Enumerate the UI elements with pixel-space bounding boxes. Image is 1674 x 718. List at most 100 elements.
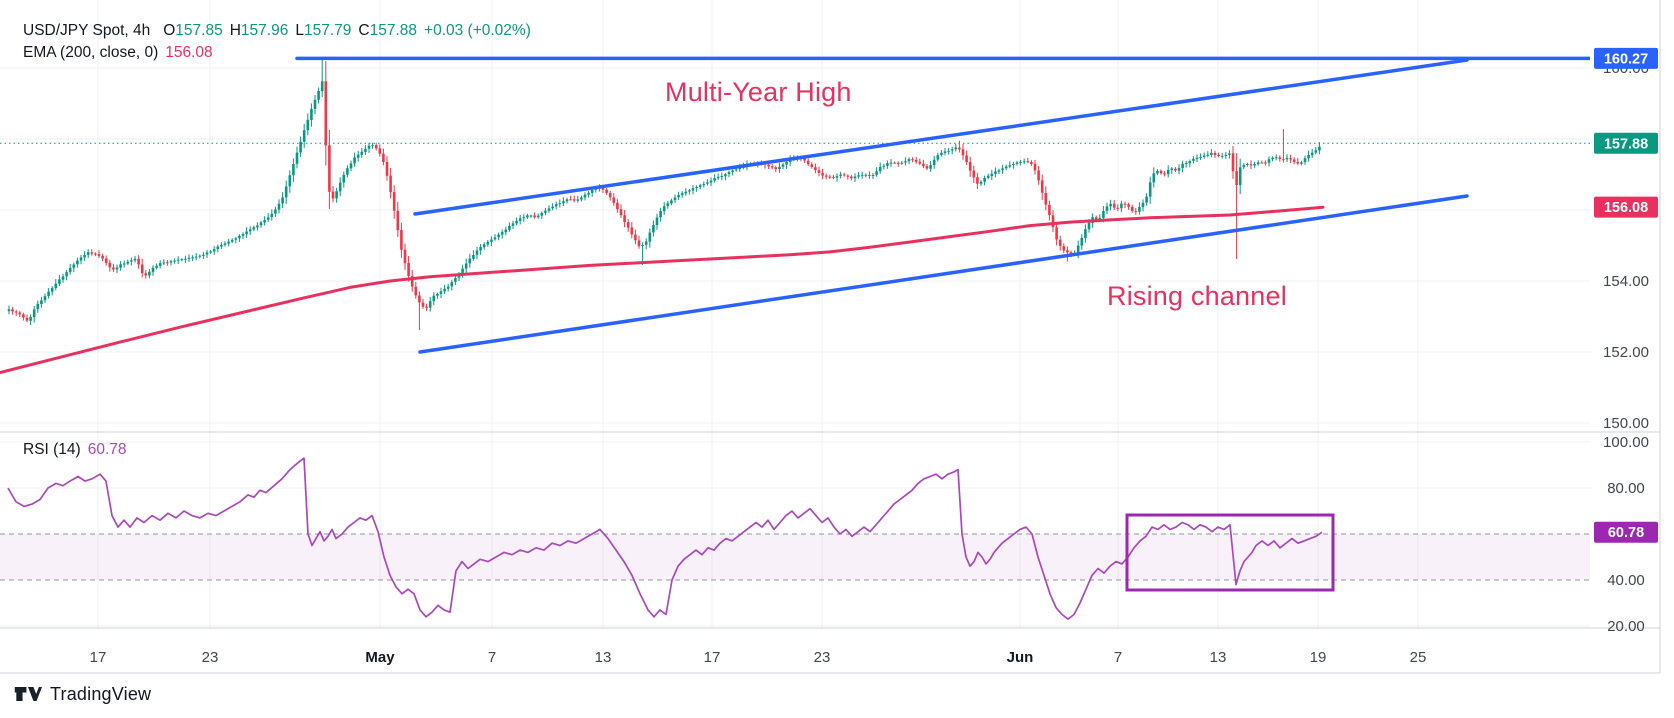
candle-body — [868, 174, 871, 176]
candle-body — [1238, 167, 1242, 186]
candle-body — [619, 209, 623, 216]
candle-body — [994, 171, 997, 174]
candle-body — [241, 234, 245, 236]
price-axis[interactable]: 160.00154.00152.00150.00100.0080.0040.00… — [1603, 60, 1649, 635]
rsi-highlight-box[interactable] — [1125, 513, 1335, 592]
candle-body — [785, 161, 788, 165]
candle-body — [983, 178, 986, 182]
candle-body — [713, 178, 716, 181]
candle-body — [385, 161, 389, 176]
candle-body — [943, 151, 947, 153]
candle-body — [436, 293, 439, 296]
candle-body — [1318, 146, 1321, 151]
axis-badges: 160.27 157.88 156.08 60.78 — [1594, 47, 1658, 543]
symbol-legend-row[interactable]: USD/JPY Spot, 4h O157.85 H157.96 L157.79… — [23, 22, 531, 40]
candle-body — [151, 267, 155, 272]
candle-body — [25, 317, 29, 321]
candle-body — [140, 264, 144, 274]
candle-body — [900, 162, 904, 164]
candle-body — [896, 162, 900, 164]
candle-body — [1213, 152, 1217, 156]
candle-body — [1159, 170, 1163, 174]
candle-body — [1246, 164, 1249, 166]
candle-body — [1292, 159, 1296, 162]
annotation-rising-channel[interactable]: Rising channel — [1107, 281, 1287, 311]
ema-legend-row[interactable]: EMA (200, close, 0) 156.08 — [23, 44, 213, 62]
rsi-legend-row[interactable]: RSI (14) 60.78 — [23, 441, 127, 459]
tradingview-logo-link[interactable]: TradingView — [14, 683, 151, 705]
candle-body — [234, 238, 238, 240]
candle-body — [644, 241, 648, 245]
candle-body — [331, 191, 335, 199]
candle-body — [421, 302, 425, 307]
candle-body — [1109, 203, 1112, 207]
rsi-tick-label: 40.00 — [1607, 572, 1645, 589]
candle-body — [1127, 204, 1130, 207]
time-tick-label: 17 — [90, 649, 107, 666]
candle-body — [288, 175, 292, 187]
ema-200-line — [0, 205, 1325, 375]
candle-body — [1310, 152, 1314, 156]
candle-body — [32, 309, 36, 318]
candle-body — [112, 267, 115, 270]
candle-body — [1069, 252, 1073, 254]
candle-body — [1105, 206, 1109, 211]
tradingview-logo-icon — [14, 687, 42, 701]
candle-body — [360, 151, 364, 155]
candle-body — [929, 165, 932, 169]
time-tick-label: 13 — [595, 649, 612, 666]
candle-body — [522, 217, 526, 219]
candle-body — [461, 268, 464, 274]
candle-body — [954, 147, 958, 150]
candle-body — [511, 223, 515, 226]
candle-body — [119, 264, 122, 268]
candle-body — [414, 286, 418, 296]
candle-body — [875, 171, 878, 175]
candle-body — [950, 149, 954, 151]
axis-badge: 160.27 — [1594, 47, 1658, 69]
candle-body — [572, 199, 576, 201]
candle-body — [734, 169, 738, 171]
candle-body — [688, 190, 691, 192]
candle-body — [277, 203, 281, 210]
candle-body — [1141, 202, 1145, 208]
candle-body — [29, 316, 32, 321]
candle-body — [835, 176, 839, 178]
price-pane — [0, 56, 1590, 375]
channel-lower-trendline[interactable] — [418, 194, 1469, 354]
candle-body — [922, 163, 925, 167]
candle-body — [965, 155, 968, 163]
candle-body — [641, 244, 644, 247]
candle-body — [320, 81, 324, 92]
candle-body — [1181, 163, 1184, 169]
candle-body — [342, 174, 346, 183]
candle-body — [256, 225, 259, 228]
rsi-legend-label: RSI (14) — [23, 441, 81, 458]
candle-body — [562, 201, 565, 204]
time-tick-label: 23 — [202, 649, 219, 666]
channel-upper-trendline[interactable] — [413, 58, 1469, 216]
candle-body — [133, 258, 137, 261]
candle-body — [68, 267, 72, 273]
candle-body — [410, 276, 414, 287]
candle-body — [824, 175, 828, 177]
candle-body — [389, 175, 392, 193]
candle-body — [655, 217, 659, 226]
time-axis[interactable]: 17 23 May 7 13 17 23 Jun 7 13 19 25 — [90, 649, 1427, 666]
candle-body — [720, 176, 724, 178]
time-tick-label: 17 — [704, 649, 721, 666]
candle-body — [418, 295, 421, 303]
candle-body — [47, 291, 50, 296]
candle-body — [997, 170, 1001, 172]
candle-body — [364, 148, 367, 152]
annotation-multi-year-high[interactable]: Multi-Year High — [665, 77, 852, 107]
candle-body — [130, 260, 133, 262]
candle-body — [529, 215, 533, 217]
candle-body — [346, 168, 349, 175]
candle-body — [1123, 203, 1127, 205]
candle-body — [486, 241, 490, 245]
candle-body — [1188, 161, 1192, 164]
candle-body — [526, 215, 529, 218]
candle-body — [439, 291, 443, 294]
